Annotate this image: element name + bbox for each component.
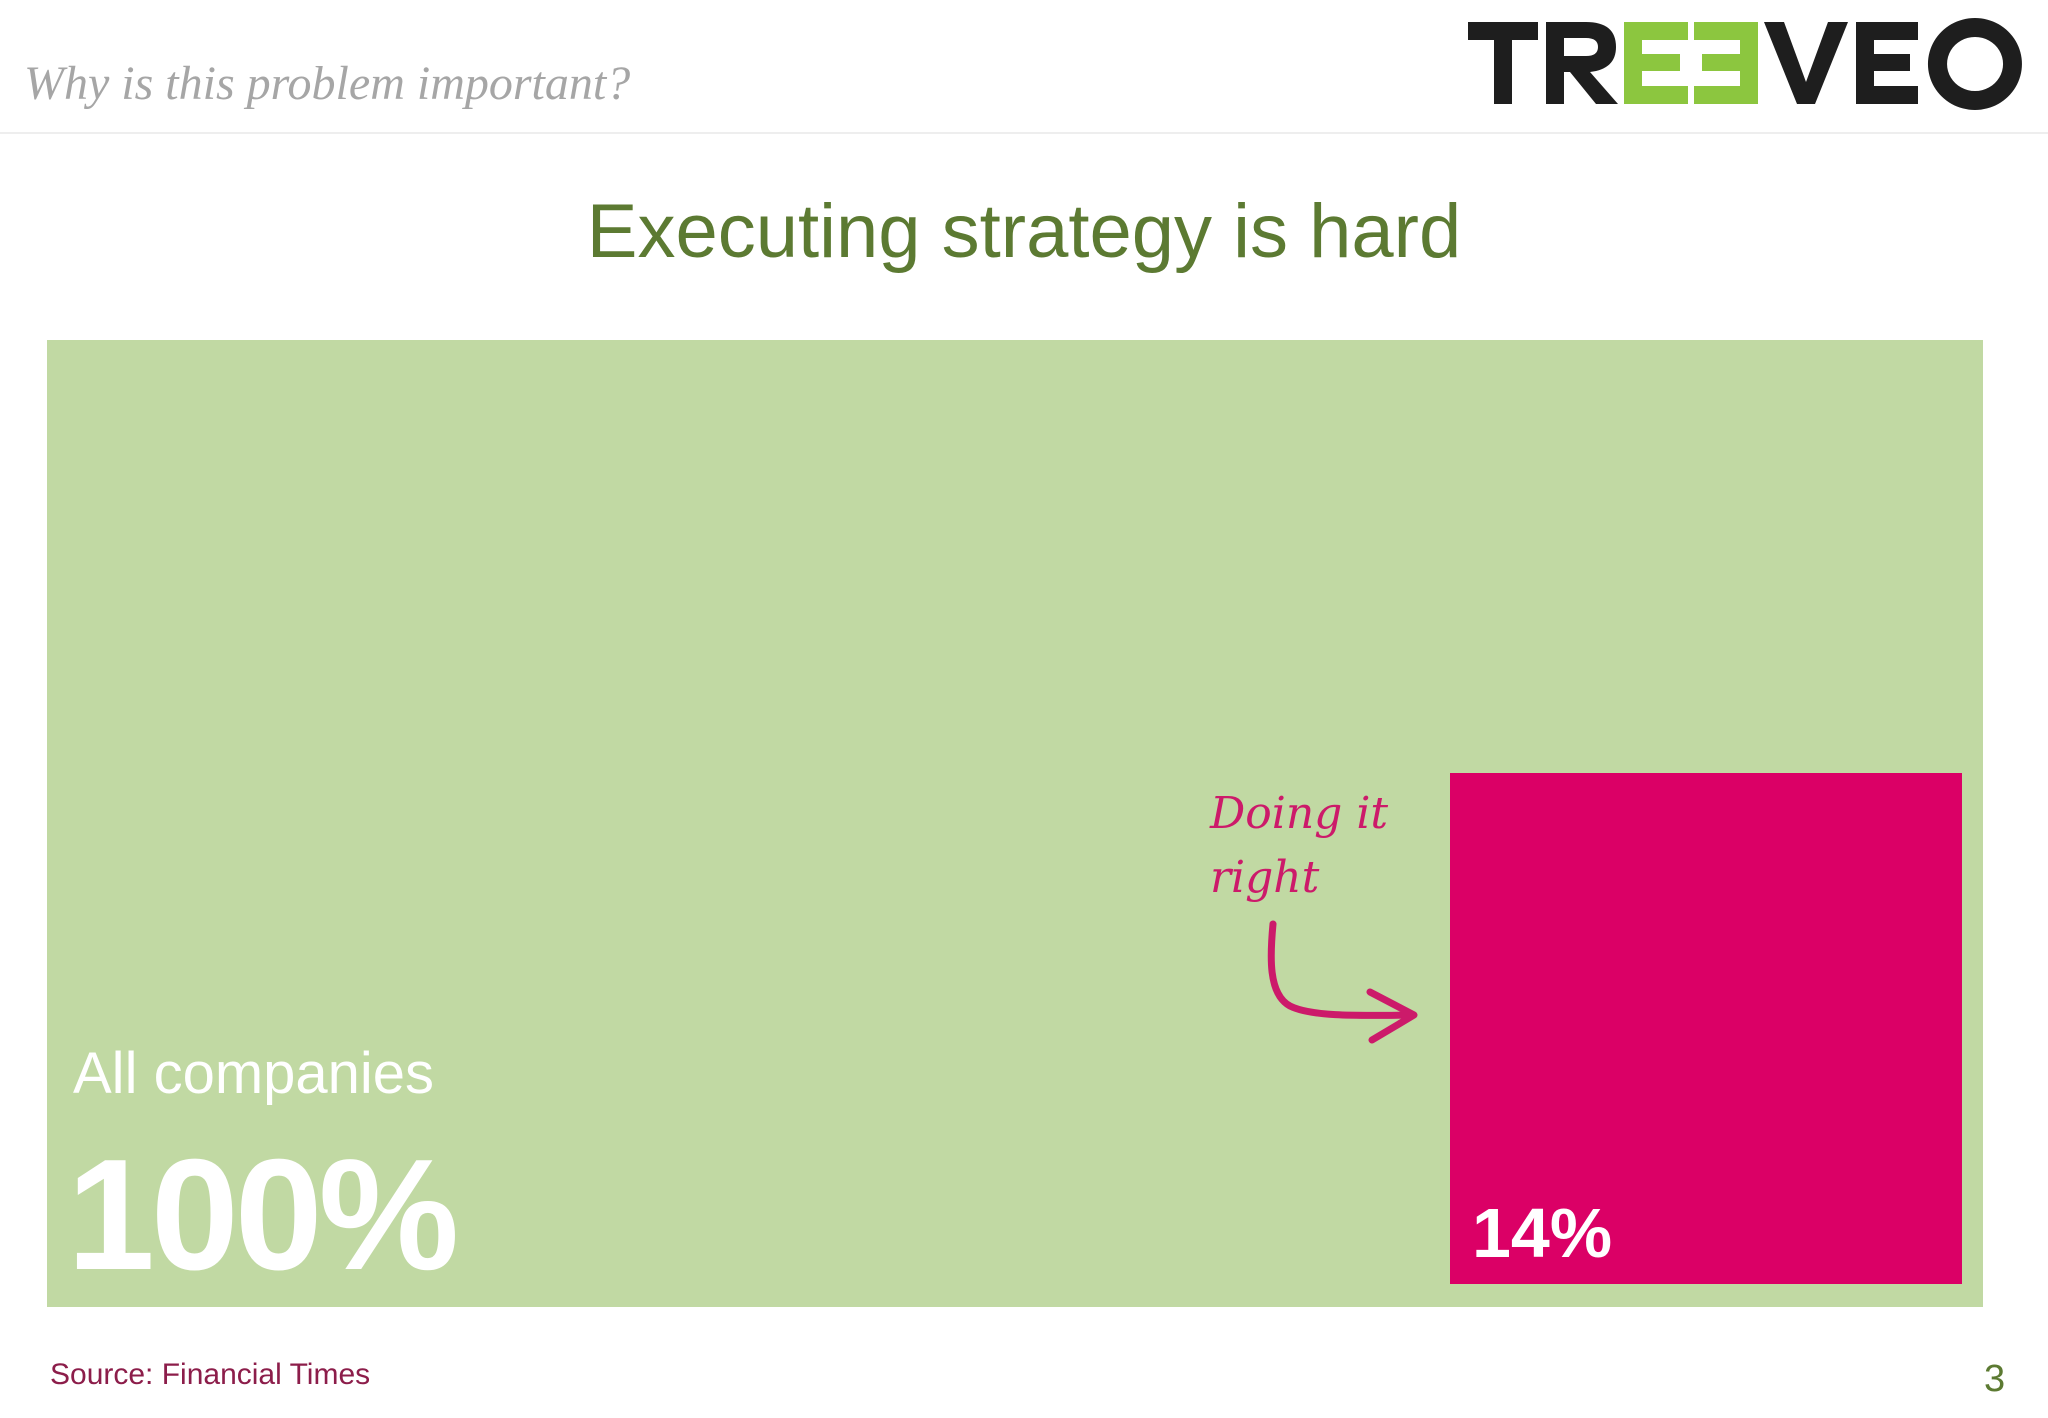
curved-arrow-icon <box>1267 920 1418 1044</box>
source-note: Source: Financial Times <box>50 1358 371 1391</box>
header-divider <box>0 132 2048 134</box>
all-companies-label: All companies <box>73 1041 435 1106</box>
slide-title: Executing strategy is hard <box>586 189 1462 274</box>
doing-it-right-value: 14% <box>1472 1194 1613 1272</box>
annotation-line-2: right <box>1210 852 1320 903</box>
doing-it-right-area: 14% <box>1450 773 1962 1284</box>
annotation-line-1: Doing it <box>1210 788 1389 839</box>
slide-subtitle: Why is this problem important? <box>24 57 631 110</box>
annotation-label: Doing it right <box>1210 782 1430 910</box>
page-number: 3 <box>1984 1358 2006 1400</box>
all-companies-value: 100% <box>67 1127 459 1303</box>
treeveo-logo-icon <box>1468 18 2022 110</box>
